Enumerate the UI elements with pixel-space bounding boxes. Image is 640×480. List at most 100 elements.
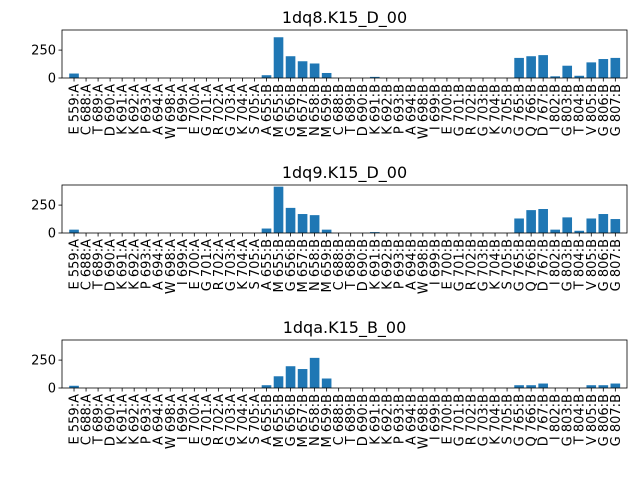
bar <box>321 229 332 233</box>
x-tick-label: G 701:A <box>200 394 215 446</box>
bar <box>321 378 332 388</box>
bar <box>610 219 621 233</box>
x-tick-label: N 658:B <box>308 394 323 446</box>
x-tick-label: E 700:B <box>440 239 455 289</box>
x-tick-label: G 807:B <box>609 84 624 136</box>
panel-title: 1dq8.K15_D_00 <box>282 8 407 28</box>
x-tick-label: C 688:A <box>80 394 95 445</box>
bar <box>586 62 597 78</box>
x-tick-label: T 689:B <box>344 239 359 290</box>
x-tick-label: A 694:B <box>404 239 419 290</box>
x-tick-label: G 806:B <box>597 394 612 446</box>
x-tick-label: E 559:A <box>68 394 83 445</box>
x-tick-label: N 658:B <box>308 84 323 136</box>
x-tick-label: G 765:B <box>513 84 528 136</box>
x-tick-label: C 688:B <box>332 394 347 445</box>
x-tick-label: T 689:A <box>92 394 107 445</box>
bar <box>562 217 573 233</box>
x-tick-label: A 655:B <box>260 239 275 290</box>
x-tick-label: G 807:B <box>609 239 624 291</box>
bar <box>285 366 296 388</box>
x-tick-label: G 656:B <box>284 239 299 291</box>
x-tick-label: A 694:A <box>152 84 167 135</box>
x-tick-label: I 699:A <box>176 84 191 130</box>
x-tick-label: G 807:B <box>609 394 624 446</box>
x-tick-label: T 804:B <box>573 394 588 445</box>
x-tick-label: G 701:B <box>452 84 467 136</box>
x-tick-label: T 689:B <box>344 394 359 445</box>
x-tick-label: W 698:A <box>164 394 179 449</box>
x-tick-label: T 689:A <box>92 84 107 135</box>
bar <box>574 75 585 78</box>
x-tick-label: D 690:B <box>356 394 371 446</box>
x-tick-label: W 698:B <box>416 84 431 139</box>
bar <box>321 72 332 78</box>
x-tick-label: G 656:B <box>284 84 299 136</box>
x-tick-label: V 805:B <box>585 84 600 135</box>
x-tick-label: Q 766:B <box>525 394 540 446</box>
x-tick-label: S 705:A <box>248 394 263 445</box>
x-tick-label: D 767:B <box>537 394 552 446</box>
x-tick-label: T 689:A <box>92 239 107 290</box>
x-tick-label: I 802:B <box>549 239 564 285</box>
bar <box>69 229 79 233</box>
x-tick-label: R 702:A <box>212 394 227 445</box>
x-tick-label: I 699:B <box>428 239 443 285</box>
x-tick-label: I 802:B <box>549 394 564 440</box>
bar <box>550 76 560 78</box>
y-tick-label: 0 <box>48 227 56 242</box>
x-tick-label: Q 766:B <box>525 239 540 291</box>
x-tick-label: D 767:B <box>537 84 552 136</box>
x-tick-label: T 689:B <box>344 84 359 135</box>
x-tick-label: M 659:B <box>320 239 335 292</box>
x-tick-label: D 690:B <box>356 84 371 136</box>
x-tick-label: A 694:B <box>404 394 419 445</box>
x-tick-label: K 691:B <box>368 239 383 290</box>
x-tick-label: E 700:A <box>188 239 203 290</box>
bar <box>514 218 524 233</box>
x-tick-label: C 688:A <box>80 84 95 135</box>
x-tick-label: I 699:A <box>176 239 191 285</box>
x-tick-label: A 694:A <box>152 394 167 445</box>
bar <box>586 218 597 233</box>
x-tick-label: V 805:B <box>585 394 600 445</box>
x-tick-label: E 700:B <box>440 394 455 444</box>
bar <box>261 228 272 233</box>
x-tick-label: I 699:A <box>176 394 191 440</box>
panel-title: 1dqa.K15_B_00 <box>283 318 407 338</box>
x-tick-label: G 703:B <box>477 84 492 136</box>
x-tick-label: T 804:B <box>573 239 588 290</box>
x-tick-label: S 705:A <box>248 239 263 290</box>
x-tick-label: M 657:B <box>296 239 311 292</box>
x-tick-label: P 693:B <box>392 394 407 444</box>
x-tick-label: K 691:B <box>368 394 383 445</box>
x-tick-label: K 704:A <box>236 394 251 445</box>
bar <box>526 385 536 388</box>
x-tick-label: A 694:A <box>152 239 167 290</box>
x-tick-label: R 702:B <box>464 84 479 135</box>
x-tick-label: R 702:A <box>212 84 227 135</box>
x-tick-label: K 704:B <box>489 84 504 135</box>
x-tick-label: G 701:A <box>200 239 215 291</box>
x-tick-label: K 691:B <box>368 84 383 135</box>
bar <box>526 56 536 78</box>
bar <box>574 230 585 233</box>
axes-frame <box>61 184 628 234</box>
x-tick-label: R 702:B <box>464 394 479 445</box>
x-tick-label: G 765:B <box>513 239 528 291</box>
x-tick-label: P 693:A <box>140 84 155 134</box>
x-tick-label: N 658:B <box>308 239 323 291</box>
x-tick-label: S 705:B <box>501 84 516 135</box>
x-tick-label: D 690:B <box>356 239 371 291</box>
x-tick-label: S 705:A <box>248 84 263 135</box>
x-tick-label: M 655:B <box>272 84 287 137</box>
bar <box>610 383 621 388</box>
x-tick-label: G 803:B <box>561 84 576 136</box>
x-tick-label: E 700:A <box>188 394 203 445</box>
bar <box>598 214 609 233</box>
x-tick-label: E 559:A <box>68 239 83 290</box>
x-tick-label: C 688:B <box>332 239 347 290</box>
bar <box>309 215 320 233</box>
x-tick-label: K 692:B <box>380 239 395 290</box>
bar <box>538 209 548 233</box>
